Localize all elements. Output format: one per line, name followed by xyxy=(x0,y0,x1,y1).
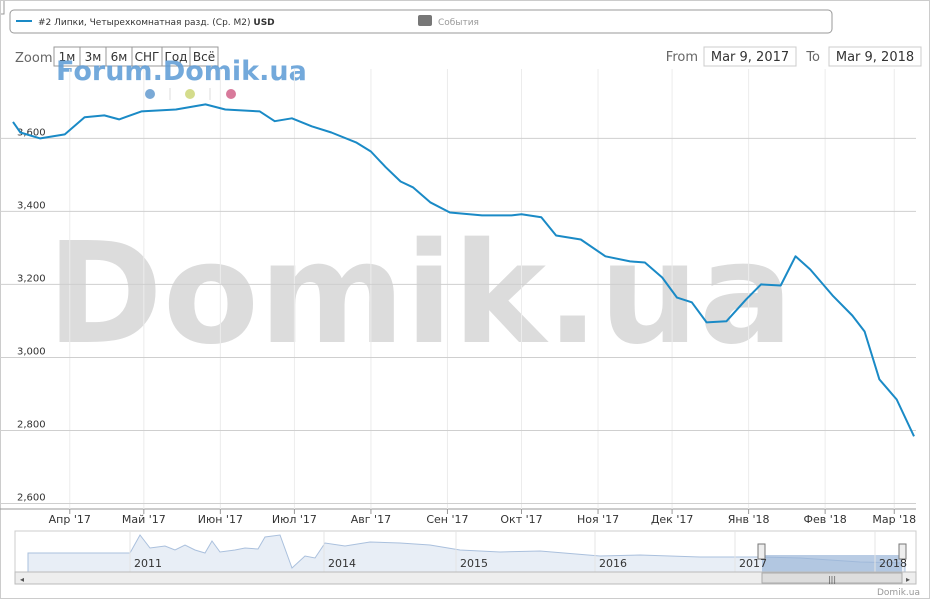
dot xyxy=(185,89,195,99)
zoom-label: Zoom xyxy=(15,51,52,66)
credits[interactable]: Domik.ua xyxy=(877,588,920,598)
x-tick-label: Апр '17 xyxy=(49,513,91,526)
y-tick-label: 3,000 xyxy=(17,346,46,357)
x-tick-label: Июн '17 xyxy=(198,513,243,526)
watermark: Domik.ua xyxy=(47,213,794,376)
navigator-year: 2017 xyxy=(739,557,767,570)
scroll-right[interactable]: ▸ xyxy=(906,575,910,584)
plot: Апр '17 Май '17 Июн '17 Июл '17 Авг '17 Сен '… xyxy=(0,69,916,526)
navigator-year: 2016 xyxy=(599,557,627,570)
scroll-left[interactable]: ◂ xyxy=(20,575,24,584)
x-tick-label: Май '17 xyxy=(122,513,166,526)
dot xyxy=(226,89,236,99)
navigator-window[interactable] xyxy=(762,555,902,572)
x-tick-label: Июл '17 xyxy=(272,513,317,526)
corner-handle xyxy=(0,0,5,15)
range-button[interactable] xyxy=(189,46,219,67)
legend-name: #2 Липки, Четырехкомнатная разд. (Ср. М2… xyxy=(38,18,251,28)
navigator-handle[interactable] xyxy=(757,543,766,560)
x-tick-label: Ноя '17 xyxy=(577,513,619,526)
x-tick-label: Сен '17 xyxy=(426,513,468,526)
range-button-label[interactable]: 3м xyxy=(85,50,102,64)
events-swatch xyxy=(418,15,432,26)
range-button-label[interactable]: 1м xyxy=(59,50,76,64)
x-tick-label: Мар '18 xyxy=(872,513,916,526)
legend-entry[interactable]: #2 Липки, Четырехкомнатная разд. (Ср. М2… xyxy=(38,18,275,28)
range-button-label[interactable]: СНГ xyxy=(135,50,160,64)
range-button-label[interactable]: Год xyxy=(165,50,188,64)
navigator-year: 2018 xyxy=(879,557,907,570)
range-button-label[interactable]: Всё xyxy=(193,50,215,64)
y-tick-label: 2,800 xyxy=(17,419,46,430)
navigator-year: 2015 xyxy=(460,557,488,570)
dot xyxy=(145,89,155,99)
x-tick-label: Авг '17 xyxy=(351,513,391,526)
navigator-year: 2014 xyxy=(328,557,356,570)
x-tick-label: Дек '17 xyxy=(651,513,694,526)
from-input[interactable]: Mar 9, 2017 xyxy=(711,50,789,65)
x-tick-label: Окт '17 xyxy=(500,513,542,526)
legend-unit: USD xyxy=(253,18,274,28)
scrollbar-grip: ||| xyxy=(828,575,836,584)
y-tick-label: 3,200 xyxy=(17,273,46,284)
range-button-label[interactable]: 6м xyxy=(111,50,128,64)
y-tick-label: 2,600 xyxy=(17,493,46,504)
scrollbar-thumb[interactable] xyxy=(761,572,903,584)
from-input-box[interactable] xyxy=(703,46,797,67)
series-line xyxy=(12,103,915,437)
to-label: To xyxy=(805,50,820,65)
y-tick-label: 3,600 xyxy=(17,127,46,138)
navigator-handle[interactable] xyxy=(898,543,907,560)
y-tick-label: 3,400 xyxy=(17,200,46,211)
forum-watermark: Forum.Domik.ua xyxy=(56,56,307,87)
events-legend[interactable]: События xyxy=(438,18,479,28)
to-input-box[interactable] xyxy=(828,46,922,67)
from-label: From xyxy=(666,50,698,65)
scrollbar[interactable] xyxy=(14,571,917,585)
x-tick-label: Янв '18 xyxy=(728,513,770,526)
x-tick-label: Фев '18 xyxy=(804,513,847,526)
navigator-year: 2011 xyxy=(134,557,162,570)
to-input[interactable]: Mar 9, 2018 xyxy=(836,50,914,65)
